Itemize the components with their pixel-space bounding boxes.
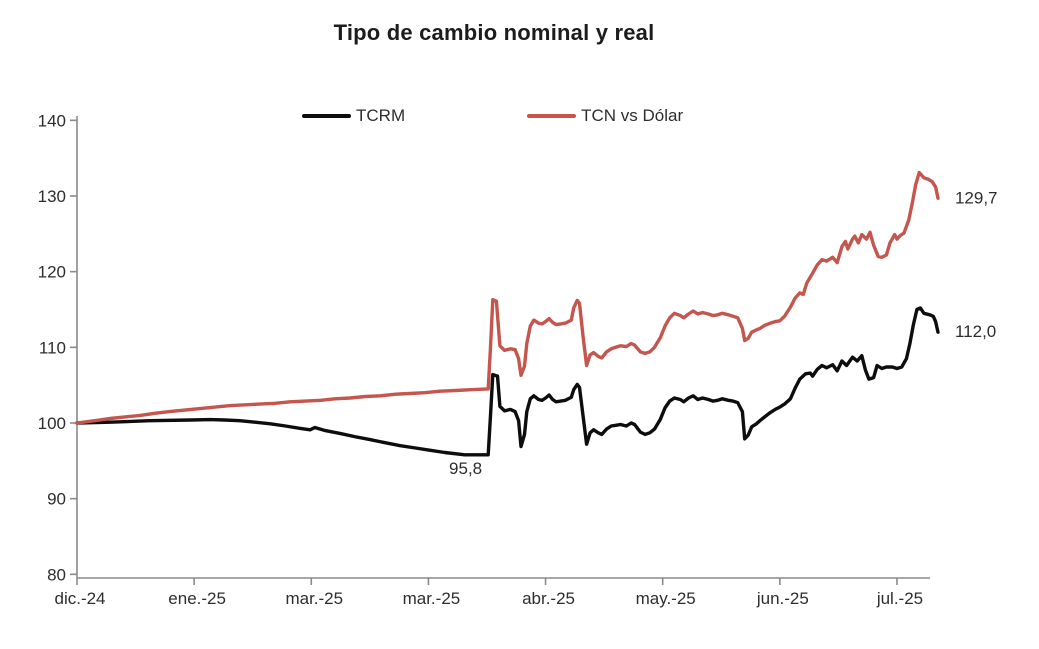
y-tick-label: 130	[38, 187, 66, 206]
annotation-129-7: 129,7	[955, 188, 998, 207]
x-tick-label: ene.-25	[168, 589, 226, 608]
y-tick-label: 120	[38, 263, 66, 282]
legend-label-tcrm: TCRM	[356, 106, 406, 125]
legend-item-tcrm: TCRM	[302, 106, 405, 126]
x-tick-label: dic.-24	[54, 589, 105, 608]
x-tick-label: abr.-25	[522, 589, 575, 608]
tcn-line-swatch	[527, 114, 577, 118]
y-tick-label: 110	[39, 338, 66, 357]
x-tick-label: mar.-25	[285, 589, 343, 608]
x-tick-label: may.-25	[636, 589, 696, 608]
legend-item-tcn: TCN vs Dólar	[527, 106, 683, 126]
y-tick-label: 140	[38, 111, 66, 130]
y-tick-label: 100	[38, 414, 66, 433]
chart-title: Tipo de cambio nominal y real	[333, 20, 655, 45]
x-tick-label: mar.-25	[403, 589, 461, 608]
annotation-95-8: 95,8	[449, 459, 482, 478]
annotation-112-0: 112,0	[955, 322, 996, 341]
tcrm-line-swatch	[302, 114, 351, 118]
legend-label-tcn: TCN vs Dólar	[581, 106, 684, 125]
y-tick-label: 80	[47, 565, 66, 584]
legend: TCRM TCN vs Dólar	[302, 106, 683, 126]
series-line-tcn	[75, 170, 940, 425]
x-tick-label: jul.-25	[876, 589, 923, 608]
y-tick-label: 90	[47, 490, 66, 509]
series-line-tcrm	[75, 306, 940, 457]
x-tick-label: jun.-25	[756, 589, 809, 608]
